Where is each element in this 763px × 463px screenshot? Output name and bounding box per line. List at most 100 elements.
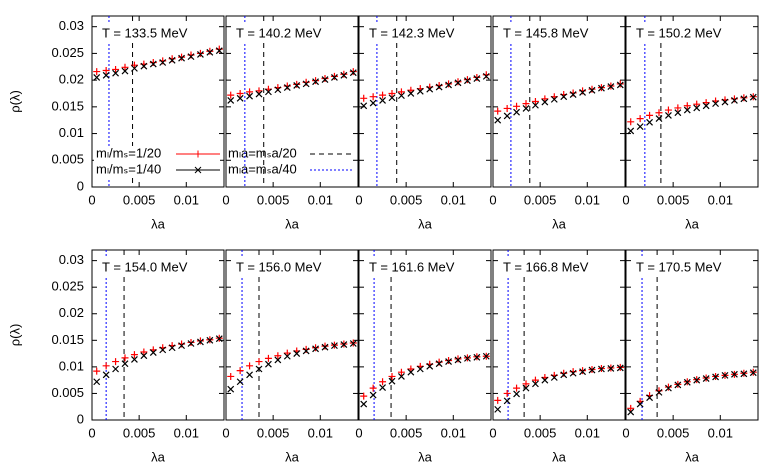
data-point bbox=[178, 342, 185, 350]
data-point bbox=[255, 365, 263, 373]
y-axis-label: ρ(λ) bbox=[7, 324, 22, 347]
legend-label: mₗ/mₛ=1/20 bbox=[96, 145, 161, 160]
data-point bbox=[445, 357, 453, 364]
data-point bbox=[102, 371, 110, 379]
data-point bbox=[407, 86, 415, 94]
data-point bbox=[513, 108, 520, 116]
y-axis-label: ρ(λ) bbox=[7, 90, 22, 113]
data-point bbox=[702, 102, 710, 110]
data-point bbox=[627, 408, 635, 416]
x-tick-label: 0.01 bbox=[174, 192, 199, 207]
data-point bbox=[360, 94, 368, 102]
data-point bbox=[388, 89, 396, 97]
data-point bbox=[731, 97, 738, 104]
legend-bg bbox=[226, 162, 354, 178]
data-point bbox=[616, 80, 624, 88]
data-point bbox=[330, 72, 338, 80]
data-point bbox=[454, 78, 462, 86]
x-tick-label: 0.01 bbox=[441, 425, 466, 440]
y-tick-label: 0.03 bbox=[59, 252, 84, 267]
data-point bbox=[588, 85, 596, 93]
title-bg bbox=[634, 258, 748, 276]
data-point bbox=[187, 340, 195, 347]
data-point bbox=[283, 352, 291, 360]
data-point bbox=[93, 68, 101, 76]
data-point bbox=[646, 111, 654, 119]
x-tick-label: 0 bbox=[88, 425, 95, 440]
data-point bbox=[197, 51, 204, 58]
data-point bbox=[702, 375, 710, 382]
data-point bbox=[227, 97, 235, 104]
legend-label: mₗ/mₛ=1/40 bbox=[96, 161, 161, 176]
data-point bbox=[702, 99, 710, 107]
y-tick-label: 0.02 bbox=[59, 72, 84, 87]
data-point bbox=[93, 74, 101, 81]
data-point bbox=[494, 396, 502, 404]
data-point bbox=[397, 368, 405, 376]
data-point bbox=[712, 373, 719, 381]
data-point bbox=[398, 373, 405, 380]
data-point bbox=[112, 69, 119, 77]
data-point bbox=[227, 385, 235, 393]
y-tick-label: 0.01 bbox=[59, 358, 84, 373]
x-tick-label: 0 bbox=[622, 192, 629, 207]
data-point bbox=[627, 118, 635, 126]
title-bg bbox=[367, 258, 481, 276]
panel-title: T = 142.3 MeV bbox=[369, 25, 455, 40]
data-point bbox=[93, 367, 101, 375]
x-tick-label: 0.01 bbox=[708, 192, 733, 207]
data-point bbox=[293, 80, 301, 88]
panel-title: T = 170.5 MeV bbox=[636, 259, 722, 274]
data-point bbox=[416, 365, 424, 373]
panel-title: T = 133.5 MeV bbox=[102, 25, 188, 40]
data-point bbox=[522, 105, 530, 112]
y-tick-label: 0.025 bbox=[51, 279, 84, 294]
x-axis-label: λa bbox=[685, 449, 700, 463]
data-point bbox=[531, 376, 539, 384]
data-point bbox=[588, 86, 596, 94]
data-point bbox=[398, 92, 405, 100]
data-point bbox=[712, 100, 719, 108]
data-point bbox=[407, 365, 415, 373]
data-point bbox=[407, 90, 415, 97]
data-point bbox=[445, 358, 452, 365]
x-tick-label: 0.01 bbox=[441, 192, 466, 207]
data-point bbox=[627, 127, 635, 135]
data-point bbox=[569, 91, 577, 98]
data-point bbox=[197, 338, 204, 346]
data-point bbox=[236, 378, 244, 386]
data-point bbox=[112, 365, 119, 373]
data-point bbox=[454, 355, 462, 363]
data-point bbox=[274, 86, 282, 94]
data-point bbox=[369, 384, 377, 392]
data-point bbox=[206, 336, 214, 344]
data-point bbox=[664, 106, 672, 114]
data-point bbox=[140, 348, 148, 356]
data-point bbox=[360, 102, 368, 110]
data-point bbox=[655, 388, 663, 396]
data-point bbox=[598, 84, 605, 92]
plot-frame bbox=[358, 249, 492, 421]
legend-bg bbox=[94, 162, 220, 178]
data-point bbox=[274, 356, 282, 364]
title-bg bbox=[234, 24, 348, 42]
data-point bbox=[616, 364, 624, 372]
data-point bbox=[159, 59, 167, 66]
data-point bbox=[187, 53, 195, 61]
data-point bbox=[215, 335, 223, 343]
plot-frame bbox=[625, 249, 759, 421]
data-point bbox=[494, 107, 502, 115]
data-point bbox=[369, 93, 377, 101]
data-point bbox=[522, 100, 530, 108]
data-point bbox=[541, 98, 549, 106]
panel-title: T = 161.6 MeV bbox=[369, 259, 455, 274]
data-point bbox=[264, 354, 272, 362]
plot-frame bbox=[91, 15, 225, 188]
data-point bbox=[168, 344, 176, 352]
data-point bbox=[227, 372, 235, 380]
data-point bbox=[531, 98, 539, 105]
data-point bbox=[178, 340, 186, 348]
title-bg bbox=[501, 258, 615, 276]
x-tick-label: 0.01 bbox=[174, 425, 199, 440]
data-point bbox=[740, 94, 748, 102]
